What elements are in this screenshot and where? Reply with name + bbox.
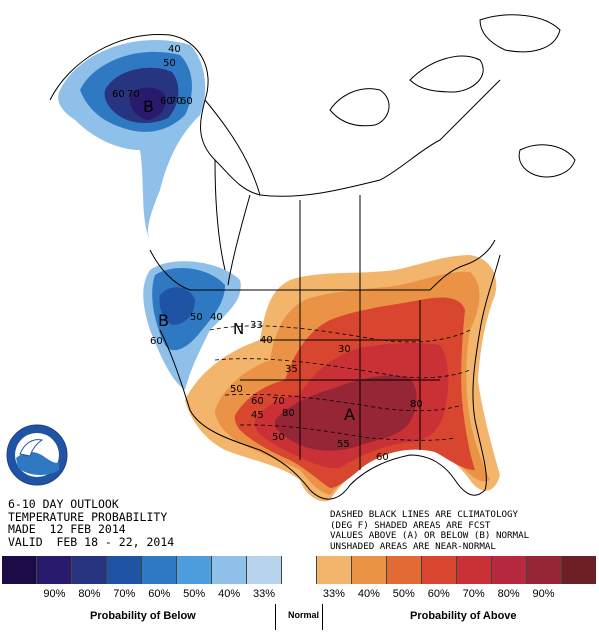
- alaska-contour-label: 60: [180, 96, 193, 107]
- legend-swatch: [177, 556, 212, 584]
- northwest-contour-label: 60: [150, 336, 163, 347]
- legend-label: 80%: [78, 588, 101, 600]
- southeast-center-label: A: [344, 405, 355, 424]
- legend-label: 40%: [357, 588, 380, 600]
- legend-label: 90%: [532, 588, 555, 600]
- southeast-contour-label: 45: [251, 410, 264, 421]
- legend-label: 60%: [148, 588, 171, 600]
- northwest-contour-label: 40: [210, 312, 223, 323]
- legend-label: 70%: [462, 588, 485, 600]
- alaska-contour-label: 70: [170, 96, 183, 107]
- outlook-caption-line: TEMPERATURE PROBABILITY: [8, 509, 168, 524]
- alaska-contour-label: 40: [168, 44, 181, 55]
- southeast-contour-label: 50: [230, 384, 243, 395]
- legend-label: 50%: [183, 588, 206, 600]
- northwest-center-label: B: [158, 311, 169, 330]
- legend-swatch: [422, 556, 457, 584]
- legend-label: [2, 588, 37, 600]
- legend-label: 70%: [113, 588, 136, 600]
- outlook-caption-line: VALID FEB 18 - 22, 2014: [8, 534, 175, 549]
- legend-swatch: [2, 556, 37, 584]
- legend-label: 80%: [497, 588, 520, 600]
- legend-note-line: DASHED BLACK LINES ARE CLIMATOLOGY: [330, 509, 519, 520]
- outlook-caption-line: 6-10 DAY OUTLOOK: [8, 497, 119, 511]
- southeast-contour-label: 35: [285, 364, 298, 375]
- legend-swatch: [282, 556, 317, 584]
- legend-swatch: [37, 556, 72, 584]
- alaska-contour-label: 60: [112, 89, 125, 100]
- legend-swatch: [317, 556, 352, 584]
- southeast-contour-label: 80: [410, 399, 423, 410]
- legend-label: [561, 588, 596, 600]
- legend-label: 60%: [427, 588, 450, 600]
- alaska-center-label: B: [143, 97, 154, 116]
- map-boundaries: [49, 14, 576, 500]
- legend-label: [282, 588, 317, 600]
- legend-swatch: [562, 556, 596, 584]
- outlook-caption: 6-10 DAY OUTLOOK TEMPERATURE PROBABILITY M…: [8, 498, 174, 548]
- noaa-logo-icon: [6, 424, 68, 486]
- alaska-shading-core: [129, 87, 166, 120]
- legend-label: 33%: [253, 588, 276, 600]
- southeast-contour-label: 70: [272, 396, 285, 407]
- legend-note: DASHED BLACK LINES ARE CLIMATOLOGY (DEG F…: [330, 509, 530, 552]
- legend-swatch: [72, 556, 107, 584]
- northwest-contour-label: 50: [190, 312, 203, 323]
- legend-note-line: (DEG F) SHADED AREAS ARE FCST: [330, 519, 491, 531]
- legend-swatch: [142, 556, 177, 584]
- outlook-caption-line: MADE 12 FEB 2014: [8, 522, 126, 536]
- legend-divider-left: [275, 604, 276, 630]
- legend-label: 90%: [43, 588, 66, 600]
- normal-center-label: N: [233, 320, 244, 338]
- legend-swatch: [527, 556, 562, 584]
- legend-color-bar: [2, 556, 596, 584]
- normal-contour-label: 33: [250, 320, 263, 331]
- legend-label: 50%: [392, 588, 415, 600]
- legend-swatch: [492, 556, 527, 584]
- southeast-contour-label: 60: [376, 452, 389, 463]
- legend-note-line: VALUES ABOVE (A) OR BELOW (B) NORMAL: [330, 530, 530, 541]
- probability-normal-title: Normal: [288, 610, 320, 620]
- southeast-contour-label: 60: [251, 396, 264, 407]
- legend-divider-right: [322, 604, 323, 630]
- probability-above-title: Probability of Above: [410, 610, 517, 622]
- climatology-lines: [209, 325, 471, 441]
- legend-label: 33%: [322, 588, 345, 600]
- legend-swatch: [247, 556, 282, 584]
- legend-swatch: [457, 556, 492, 584]
- southeast-contour-label: 50: [272, 432, 285, 443]
- probability-below-title: Probability of Below: [90, 610, 196, 622]
- southeast-contour-label: 30: [338, 344, 351, 355]
- alaska-contour-label: 60: [160, 96, 173, 107]
- temperature-outlook-map: 40 50 60 70 60 70 60 B B 50 40 60 N 33 4…: [49, 14, 576, 502]
- legend-swatch: [387, 556, 422, 584]
- above-shading-peak: [275, 375, 417, 451]
- legend-label: 40%: [218, 588, 241, 600]
- legend-note-line: UNSHADED AREAS ARE NEAR-NORMAL: [330, 540, 496, 552]
- southeast-contour-label: 80: [282, 408, 295, 419]
- alaska-contour-label: 50: [163, 58, 176, 69]
- normal-contour-label: 40: [260, 335, 273, 346]
- southeast-contour-label: 55: [337, 439, 350, 450]
- legend-labels: 90% 80% 70% 60% 50% 40% 33% 33% 40% 50% 60% 70% 80% 9…: [2, 588, 596, 600]
- legend-swatch: [352, 556, 387, 584]
- alaska-contour-label: 70: [127, 89, 140, 100]
- legend-swatch: [107, 556, 142, 584]
- northwest-shading-dark: [159, 287, 195, 325]
- legend-swatch: [212, 556, 247, 584]
